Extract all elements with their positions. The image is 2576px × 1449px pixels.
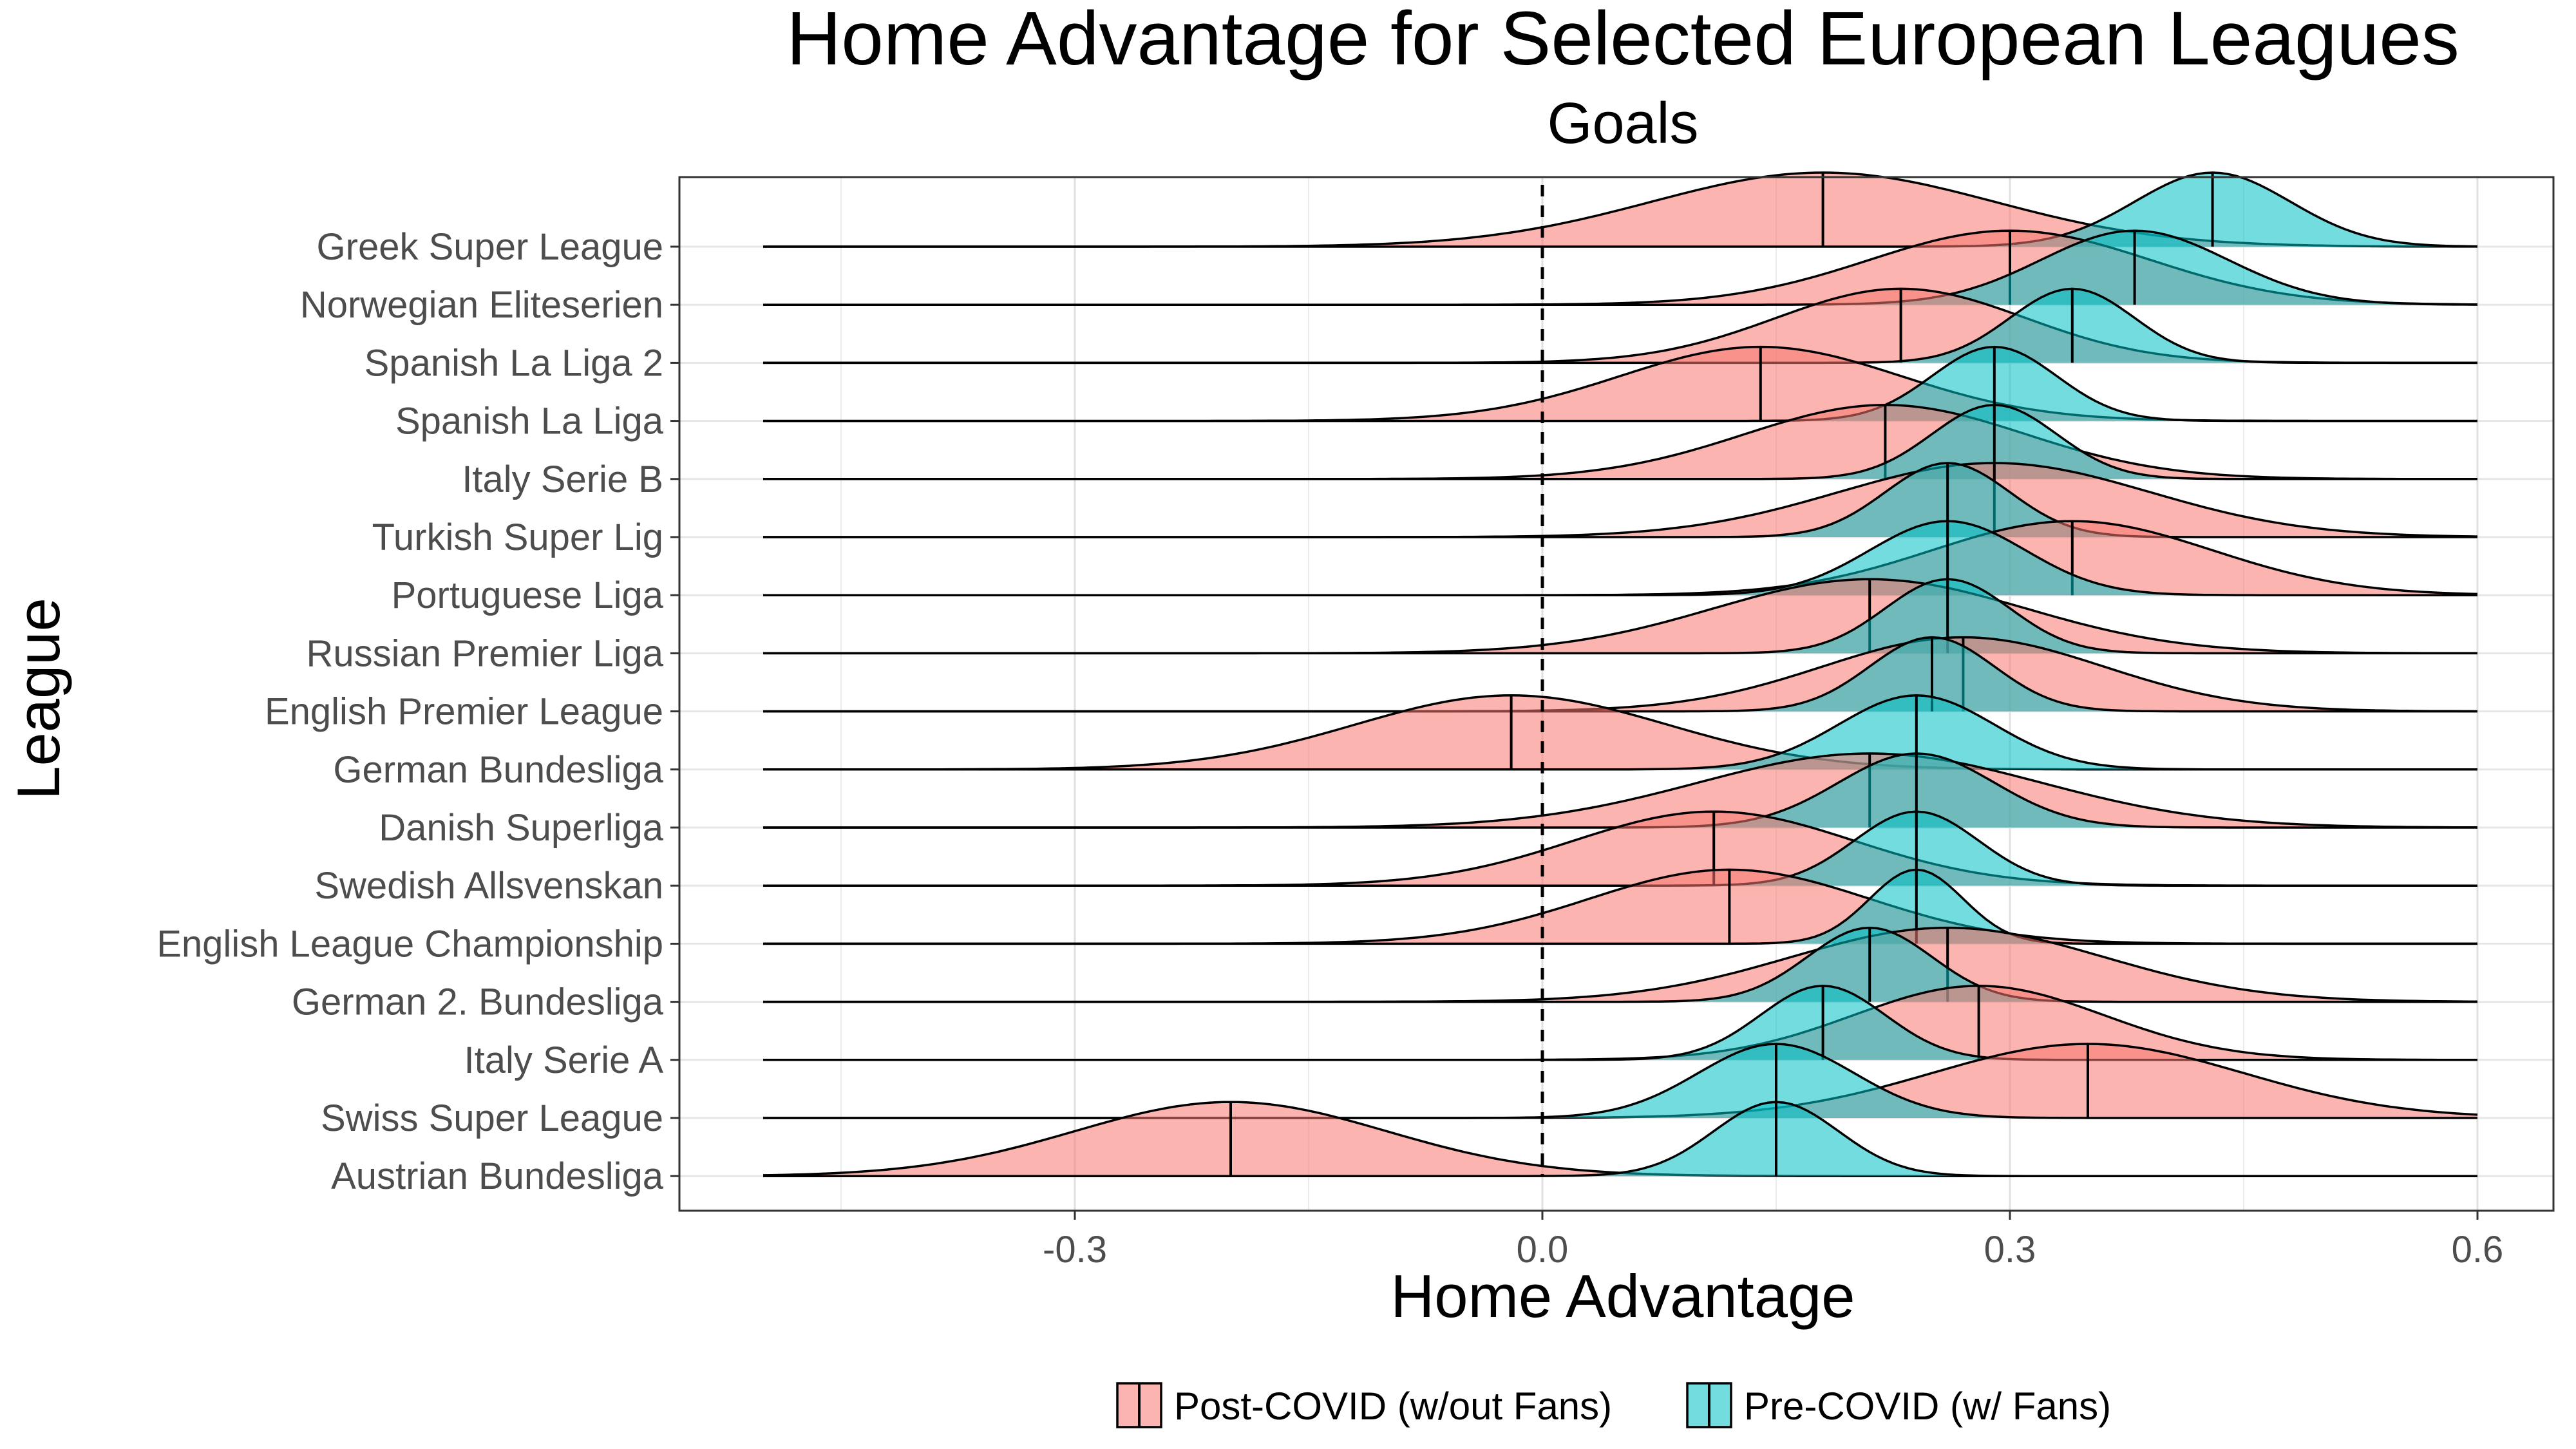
pre-covid-density-outline <box>763 462 2477 538</box>
pre-covid-density-outline <box>763 694 2477 771</box>
pre-covid-density-outline <box>763 1101 2477 1177</box>
x-axis-ticks: -0.3 0.0 0.3 0.6 <box>1043 1211 2503 1271</box>
pre-covid-density-outline <box>763 926 2477 1003</box>
ridge-row <box>763 229 2478 306</box>
chart-subtitle: Goals <box>1547 91 1698 156</box>
pre-covid-density-outline <box>763 868 2477 945</box>
pre-covid-density-area <box>763 346 2477 421</box>
y-tick-label: Spanish La Liga <box>395 401 664 442</box>
pre-covid-density-area <box>763 463 2477 537</box>
y-axis-ticks: Greek Super League Norwegian Eliteserien S… <box>156 226 679 1197</box>
ridge-row <box>762 1101 2477 1177</box>
ridge-row <box>763 1043 2478 1119</box>
ridge-row <box>763 520 2478 596</box>
post-covid-density-area <box>763 869 2477 944</box>
ridge-row <box>763 287 2477 365</box>
legend-label: Pre-COVID (w/ Fans) <box>1744 1385 2111 1428</box>
y-tick-label: Swedish Allsvenskan <box>314 865 663 907</box>
y-tick-label: Swiss Super League <box>321 1097 663 1139</box>
y-tick-label: Spanish La Liga 2 <box>365 342 663 384</box>
y-tick-label: Norwegian Eliteserien <box>300 284 663 326</box>
x-axis-label: Home Advantage <box>1390 1262 1855 1330</box>
legend-label: Post-COVID (w/out Fans) <box>1174 1385 1612 1428</box>
plot-border <box>678 176 2555 1212</box>
post-covid-density-area <box>763 173 2477 247</box>
post-covid-density-area <box>763 346 2477 421</box>
legend-item-post-covid: Post-COVID (w/out Fans) <box>1116 1382 1612 1428</box>
y-tick-label: Portuguese Liga <box>392 574 664 616</box>
y-tick-label: Italy Serie A <box>464 1039 664 1081</box>
ridge-row <box>763 926 2477 1003</box>
pre-covid-density-area <box>763 521 2477 596</box>
post-covid-density-area <box>763 985 2477 1060</box>
pre-covid-density-outline <box>763 520 2477 596</box>
post-covid-density-area <box>763 637 2477 712</box>
pre-covid-density-outline <box>763 578 2477 655</box>
x-tick-label: -0.3 <box>1043 1229 1107 1271</box>
y-tick-label: Danish Superliga <box>379 807 663 849</box>
pre-covid-density-area <box>763 173 2477 247</box>
pre-covid-density-area <box>763 579 2477 654</box>
pre-covid-density-area <box>763 404 2477 479</box>
post-covid-density-area <box>763 695 2477 770</box>
y-tick-label: English League Championship <box>156 923 663 965</box>
y-tick-label: German Bundesliga <box>333 749 663 791</box>
y-axis-label: League <box>5 598 72 800</box>
legend: Post-COVID (w/out Fans) Pre-COVID (w/ Fan… <box>1116 1382 2111 1428</box>
y-tick-label: Italy Serie B <box>462 459 663 500</box>
ridge-row <box>763 404 2477 480</box>
pre-covid-density-outline <box>763 1043 2477 1119</box>
pre-covid-density-outline <box>763 345 2477 422</box>
pre-covid-density-area <box>763 231 2477 305</box>
pre-covid-density-outline <box>763 810 2477 887</box>
y-tick-label: English Premier League <box>265 691 663 733</box>
ridge-row <box>763 694 2477 771</box>
chart-title: Home Advantage for Selected European Lea… <box>786 0 2459 81</box>
pre-covid-density-outline <box>763 171 2478 248</box>
x-tick-label: 0.3 <box>1984 1229 2036 1271</box>
y-tick-label: Turkish Super Lig <box>372 516 663 558</box>
ridge-row <box>763 171 2478 248</box>
ridge-row <box>763 462 2478 538</box>
pre-covid-density-outline <box>763 287 2477 365</box>
y-tick-label: Greek Super League <box>317 226 663 268</box>
x-tick-label: 0.6 <box>2452 1229 2504 1271</box>
pre-covid-density-outline <box>763 229 2478 306</box>
pre-covid-density-area <box>763 289 2477 363</box>
legend-item-pre-covid: Pre-COVID (w/ Fans) <box>1686 1382 2111 1428</box>
post-covid-density-area <box>763 1044 2477 1118</box>
y-tick-label: Russian Premier Liga <box>307 632 664 674</box>
ridge-row <box>763 578 2477 655</box>
post-covid-density-area <box>763 811 2477 886</box>
ridges <box>762 171 2478 1177</box>
pre-covid-density-outline <box>763 404 2477 480</box>
y-tick-label: German 2. Bundesliga <box>292 981 664 1023</box>
post-covid-density-area <box>763 1102 2477 1177</box>
plot-panel <box>679 177 2553 1211</box>
y-tick-label: Austrian Bundesliga <box>331 1155 664 1197</box>
post-covid-density-area <box>763 927 2477 1002</box>
x-tick-label: 0.0 <box>1517 1229 1569 1271</box>
